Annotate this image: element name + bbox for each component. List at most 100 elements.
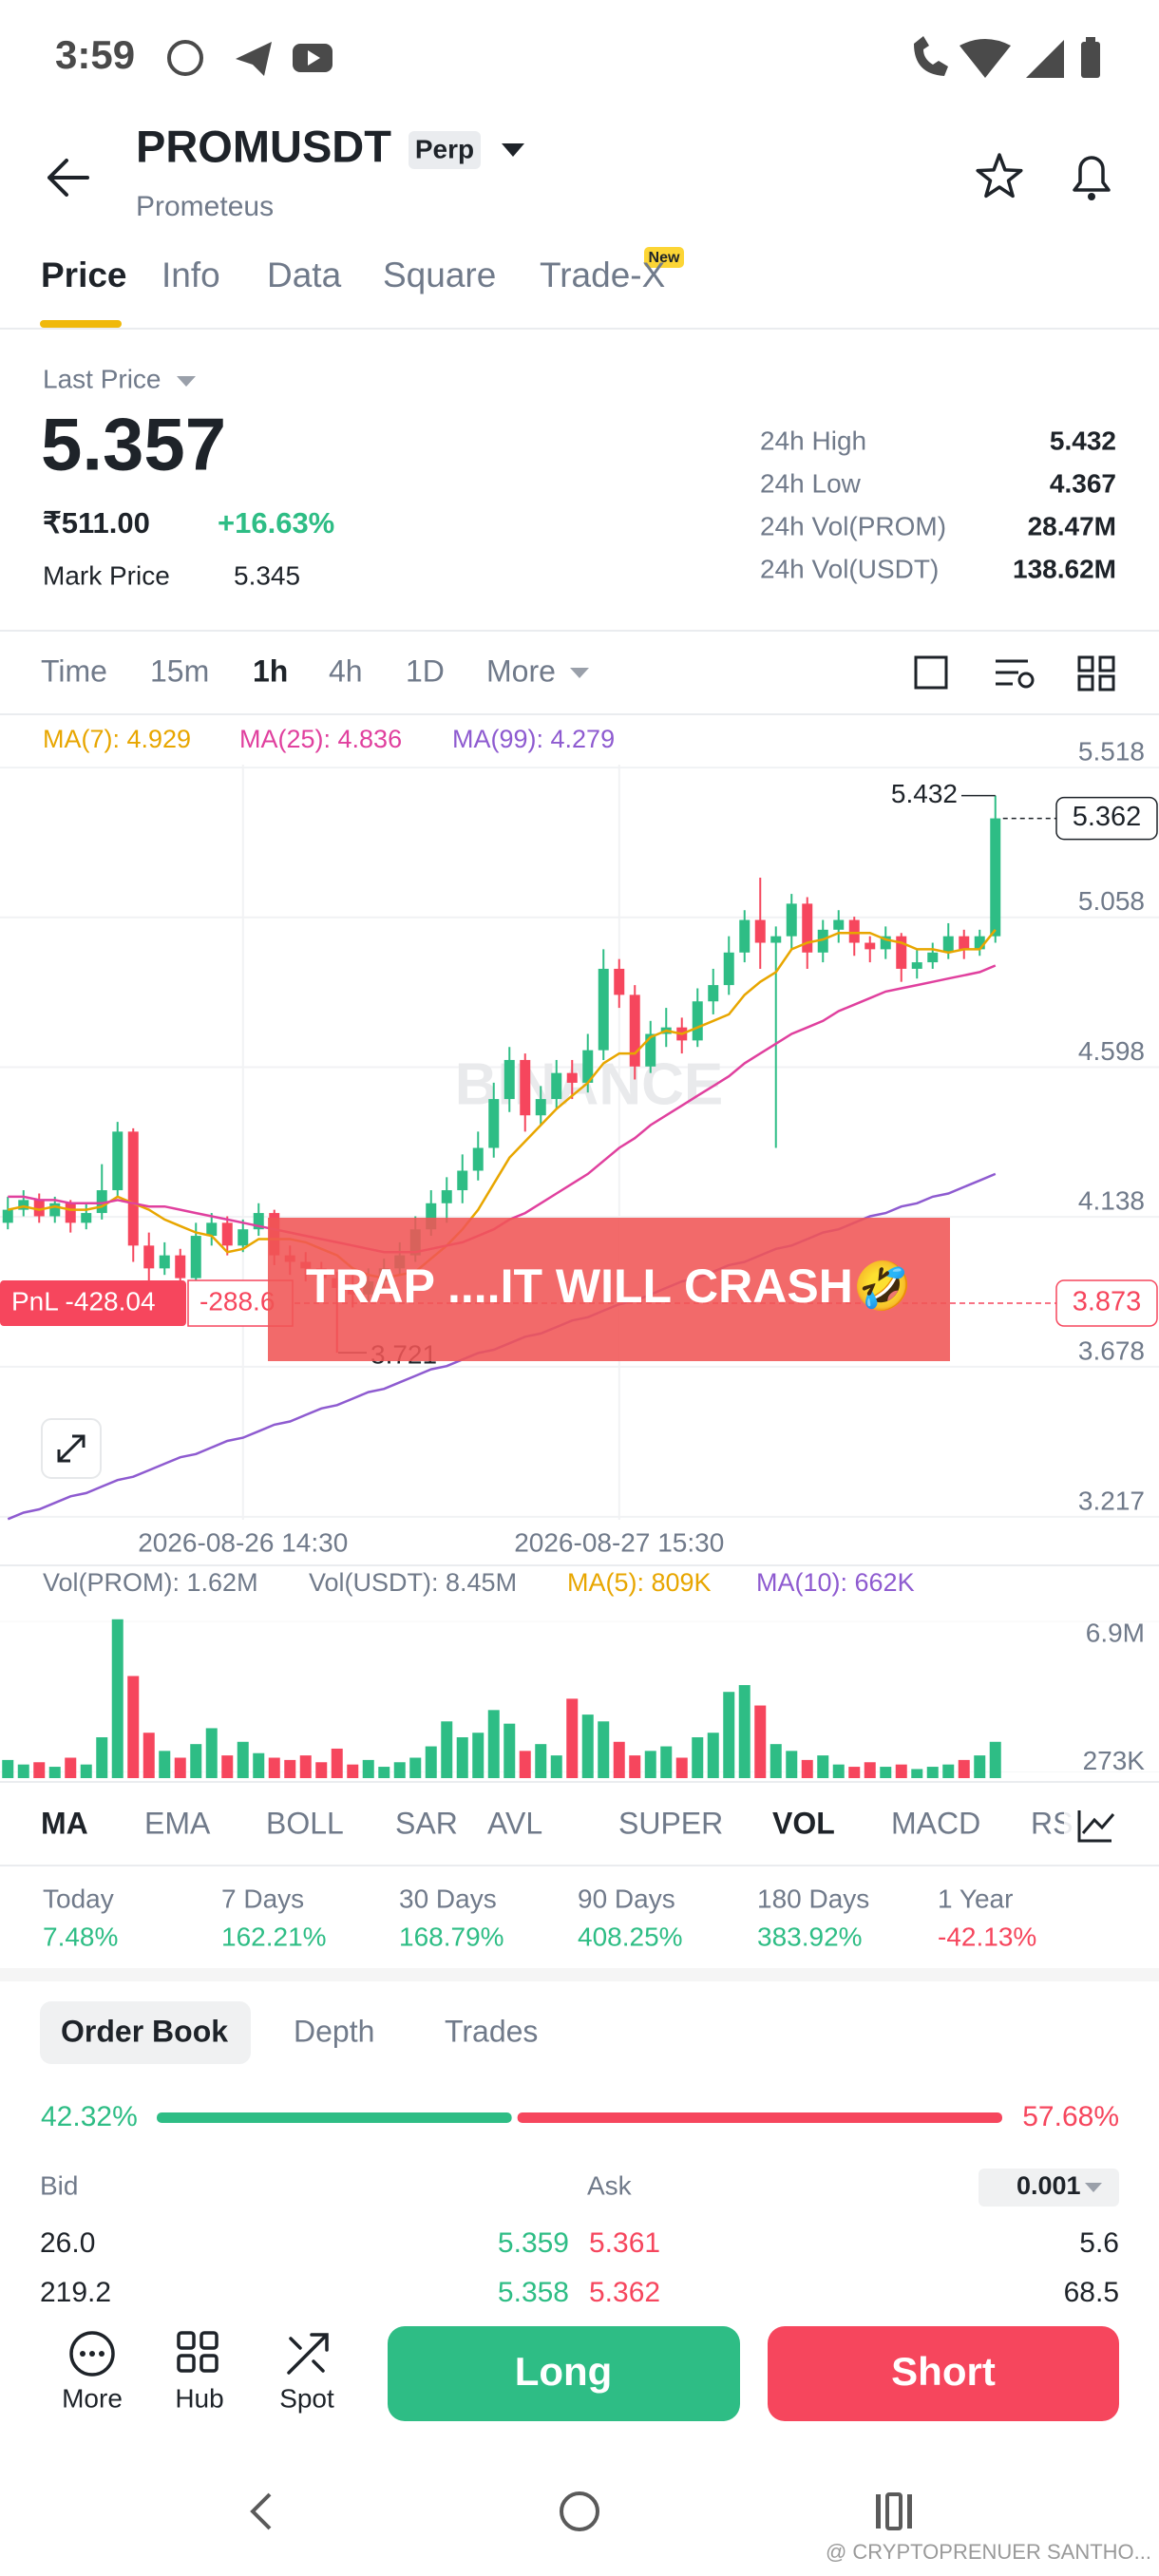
credit: @ CRYPTOPRENUER SANTHO... — [826, 2540, 1151, 2564]
telegram-icon — [236, 42, 272, 76]
call-icon — [914, 36, 948, 76]
interval-tab[interactable]: 1D — [406, 653, 445, 688]
volume-bar — [801, 1759, 813, 1778]
long-label[interactable]: Long — [515, 2349, 613, 2394]
nav-recents[interactable] — [876, 2494, 881, 2529]
bid-qty: 219.2 — [40, 2277, 111, 2308]
short-button[interactable] — [768, 2326, 1119, 2421]
favorite-button[interactable] — [976, 153, 1023, 199]
overlay: TRAP ....IT WILL CRASH🤣 — [268, 1218, 950, 1361]
price-change: +16.63% — [218, 506, 334, 540]
interval-tab[interactable]: More — [486, 653, 556, 688]
volume-bar — [504, 1723, 516, 1778]
order-book-tab[interactable]: Depth — [294, 2014, 374, 2048]
long-button[interactable] — [388, 2326, 740, 2421]
caret — [177, 376, 196, 387]
period-change: -42.13% — [938, 1922, 1036, 1951]
order-book-tab[interactable]: Trades — [445, 2014, 538, 2048]
spot-icon[interactable] — [287, 2333, 329, 2375]
y-tick-label: 5.058 — [1078, 886, 1145, 916]
period-label: 30 Days — [399, 1884, 497, 1913]
candle-body — [629, 994, 640, 1067]
ask-qty: 5.6 — [1079, 2227, 1119, 2259]
fullscreen-icon[interactable] — [914, 655, 948, 690]
candle-body — [974, 936, 985, 950]
indicator-tab[interactable]: SUPER — [618, 1806, 723, 1840]
tab[interactable]: Info — [162, 256, 220, 294]
indicator-tab[interactable]: EMA — [144, 1806, 211, 1840]
interval-tab[interactable]: 15m — [150, 653, 209, 688]
volume-bar — [299, 1755, 312, 1778]
more-icon[interactable] — [69, 2331, 115, 2377]
candle-body — [942, 936, 954, 953]
indicator-tab[interactable]: BOLL — [266, 1806, 344, 1840]
hub-label[interactable]: Hub — [175, 2383, 223, 2413]
icon-dot — [80, 2351, 86, 2357]
period-label: 7 Days — [221, 1884, 304, 1913]
interval-tab[interactable]: 4h — [329, 653, 363, 688]
ma-line — [8, 929, 997, 1279]
stat-label: 24h Low — [760, 468, 862, 498]
indicator-tab[interactable]: VOL — [772, 1806, 835, 1840]
volume-bar — [65, 1757, 77, 1778]
nav-home[interactable] — [560, 2491, 599, 2531]
volume-bar — [284, 1759, 296, 1778]
candle-body — [221, 1222, 233, 1246]
nav-back[interactable] — [250, 2492, 272, 2530]
volume-bar — [472, 1733, 484, 1778]
hub-icon — [177, 2354, 196, 2373]
stat-value: 28.47M — [1028, 511, 1116, 540]
indicator-tab[interactable]: SAR — [395, 1806, 458, 1840]
header: PROMUSDT Perp Prometeus New — [0, 121, 1159, 330]
alert-button[interactable] — [1073, 156, 1111, 192]
tab[interactable]: Price — [41, 256, 127, 294]
candle-body — [880, 936, 891, 950]
stat-value: 5.432 — [1050, 426, 1116, 455]
settings-dot — [1017, 672, 1035, 689]
tab[interactable]: Square — [383, 256, 496, 294]
order-book-tab[interactable]: Order Book — [61, 2014, 228, 2048]
y-tick-label: 4.598 — [1078, 1036, 1145, 1066]
volume-bar — [190, 1744, 202, 1778]
candle-body — [159, 1255, 170, 1269]
layout-icon[interactable] — [1077, 655, 1094, 672]
last-price: 5.357 — [41, 403, 226, 486]
interval-tab[interactable]: 1h — [253, 653, 288, 688]
asset-name: Prometeus — [136, 191, 274, 222]
tab-pill — [40, 2001, 251, 2064]
last-price-label[interactable]: Last Price — [43, 364, 162, 393]
indicator-tab[interactable]: MACD — [891, 1806, 980, 1840]
back-button[interactable] — [48, 159, 89, 197]
candle-body — [959, 936, 970, 950]
indicator-settings[interactable] — [1077, 1810, 1115, 1843]
spot-label[interactable]: Spot — [279, 2383, 334, 2413]
volume-bar — [613, 1741, 625, 1778]
more-label[interactable]: More — [62, 2383, 123, 2413]
short-label[interactable]: Short — [891, 2349, 996, 2394]
interval-tab[interactable]: Time — [41, 653, 107, 688]
candle-body — [457, 1170, 468, 1191]
candle-body — [238, 1229, 249, 1246]
perp-badge: Perp — [415, 134, 474, 163]
candle-body — [786, 903, 797, 937]
candle-body — [2, 1209, 13, 1223]
candle-body — [754, 919, 766, 943]
volume-bar — [441, 1721, 453, 1778]
precision-select[interactable] — [978, 2169, 1119, 2207]
candle-body — [175, 1255, 186, 1279]
candle-body — [645, 1033, 656, 1067]
nav-recents — [885, 2492, 902, 2530]
settings-icon[interactable] — [996, 659, 1028, 686]
indicator-tab[interactable]: MA — [41, 1806, 88, 1840]
tab[interactable]: Trade-X — [540, 256, 665, 294]
hub-icon[interactable] — [177, 2331, 196, 2350]
symbol-dropdown[interactable] — [502, 143, 524, 157]
bid-header: Bid — [40, 2170, 78, 2200]
indicator-tab[interactable]: AVL — [487, 1806, 542, 1840]
volume-bar — [378, 1767, 390, 1778]
candle-body — [990, 818, 1001, 937]
period-change: 162.21% — [221, 1922, 327, 1951]
tab[interactable]: Data — [267, 256, 342, 294]
symbol[interactable]: PROMUSDT — [136, 121, 391, 171]
pnl-tag — [0, 1280, 186, 1327]
